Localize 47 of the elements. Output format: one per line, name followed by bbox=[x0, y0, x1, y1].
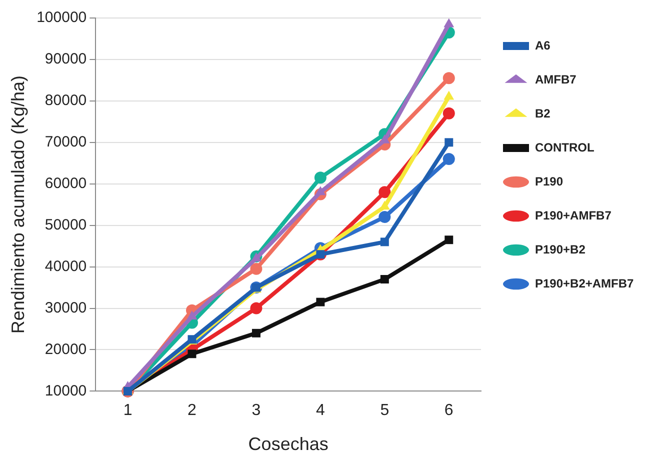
point bbox=[380, 238, 389, 246]
y-tick-label: 20000 bbox=[44, 340, 87, 358]
legend-label: P190+AMFB7 bbox=[535, 208, 612, 222]
x-tick-label: 6 bbox=[444, 402, 454, 420]
y-tick-label: 30000 bbox=[44, 299, 87, 316]
point bbox=[444, 138, 454, 147]
legend-label: CONTROL bbox=[535, 140, 594, 154]
point bbox=[188, 350, 196, 358]
point bbox=[442, 72, 455, 84]
point bbox=[314, 172, 326, 184]
legend-label: P190+B2+AMFB7 bbox=[535, 276, 634, 290]
y-tick-label: 40000 bbox=[44, 258, 87, 275]
legend-label: A6 bbox=[535, 38, 551, 52]
y-tick-label: 60000 bbox=[44, 175, 87, 192]
point bbox=[315, 186, 326, 196]
x-tick-label: 3 bbox=[252, 402, 261, 420]
y-tick-label: 50000 bbox=[44, 216, 87, 234]
x-tick-label: 1 bbox=[123, 402, 132, 420]
x-tick-label: 5 bbox=[380, 402, 390, 420]
point bbox=[442, 107, 455, 120]
point bbox=[378, 186, 391, 198]
y-axis-title: Rendimiento acumulado (Kg/ha) bbox=[8, 76, 28, 334]
legend-label: AMFB7 bbox=[535, 72, 577, 86]
legend-label: B2 bbox=[535, 106, 551, 120]
point bbox=[251, 252, 262, 262]
y-tick-label: 90000 bbox=[44, 50, 87, 68]
point bbox=[444, 18, 454, 28]
point bbox=[250, 262, 262, 275]
point bbox=[379, 134, 390, 144]
y-tick-label: 10000 bbox=[44, 382, 87, 400]
y-tick-label: 100000 bbox=[36, 9, 87, 26]
x-tick-label: 2 bbox=[188, 402, 197, 420]
point bbox=[316, 298, 325, 306]
point bbox=[444, 236, 454, 244]
point bbox=[378, 211, 391, 224]
legend-label: P190 bbox=[535, 174, 564, 188]
x-axis-title: Cosechas bbox=[248, 434, 328, 454]
point bbox=[380, 275, 389, 284]
x-tick-label: 4 bbox=[316, 402, 325, 420]
legend-label: P190+B2 bbox=[535, 242, 586, 256]
y-tick-label: 80000 bbox=[44, 92, 87, 110]
point bbox=[442, 152, 455, 165]
y-tick-label: 70000 bbox=[44, 134, 87, 151]
point bbox=[444, 90, 454, 100]
point bbox=[250, 302, 262, 314]
point bbox=[186, 310, 198, 320]
point bbox=[252, 328, 260, 338]
